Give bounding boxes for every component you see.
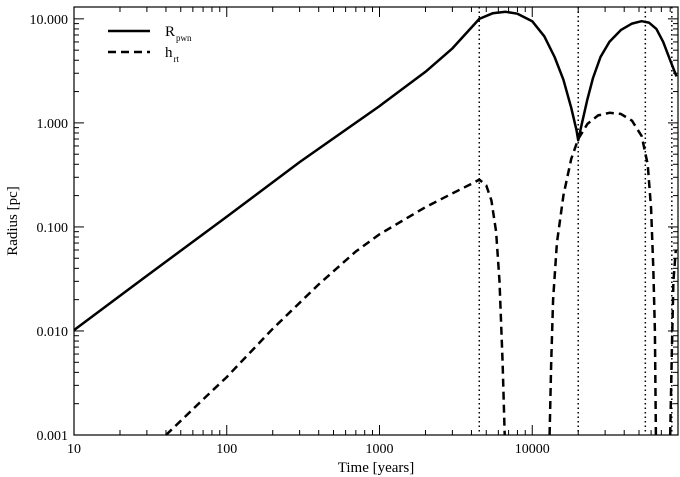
y-tick-label: 1.000 — [37, 117, 69, 132]
y-axis-title: Radius [pc] — [5, 186, 21, 256]
axis-tick-labels: 10 100 1000 10000 0.001 0.010 0.100 1.000 10.000 — [30, 13, 550, 457]
series-line — [668, 249, 678, 436]
series-hrt — [165, 111, 678, 436]
axis-ticks — [73, 7, 679, 436]
x-tick-label: 1000 — [365, 442, 393, 457]
vertical-marker-lines — [478, 7, 673, 435]
plot-frame — [73, 6, 679, 436]
y-tick-label: 0.100 — [37, 221, 69, 236]
y-tick-label: 0.010 — [37, 325, 69, 340]
x-tick-label: 10000 — [515, 442, 550, 457]
y-tick-label: 0.001 — [37, 429, 69, 444]
series-group — [73, 10, 678, 436]
x-axis-title: Time [years] — [338, 460, 415, 476]
series-line — [165, 178, 506, 436]
series-Rpwn — [73, 10, 678, 332]
y-tick-label: 10.000 — [30, 13, 69, 28]
series-line — [73, 10, 678, 332]
x-tick-label: 100 — [216, 442, 237, 457]
legend-label: hrt — [165, 45, 179, 64]
legend: Rpwn hrt — [108, 24, 192, 64]
x-tick-label: 10 — [67, 442, 81, 457]
legend-label: Rpwn — [165, 24, 192, 43]
series-line — [548, 111, 658, 436]
